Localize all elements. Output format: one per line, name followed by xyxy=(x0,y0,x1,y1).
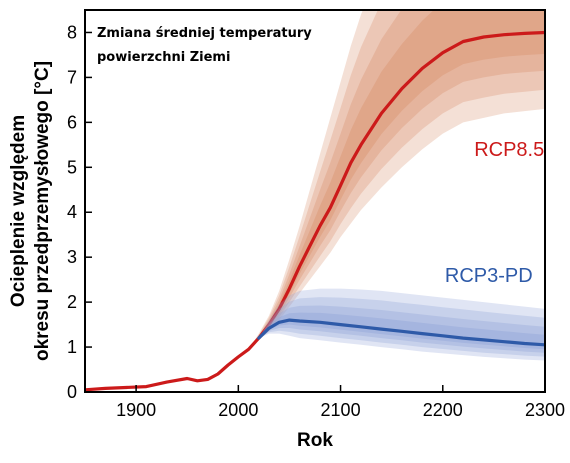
series-labels: RCP8.5 RCP3-PD xyxy=(445,139,544,287)
y-tick-label: 3 xyxy=(67,247,77,267)
y-axis-title: Ocieplenie względem okresu przedprzemysł… xyxy=(8,61,53,361)
x-tick-label: 2100 xyxy=(321,400,361,420)
y-tick-label: 5 xyxy=(67,157,77,177)
y-tick-label: 1 xyxy=(67,337,77,357)
x-tick-label: 2000 xyxy=(218,400,258,420)
rcp3-pd-line xyxy=(257,318,545,347)
x-tick-label: 2300 xyxy=(525,400,565,420)
rcp3-pd-uncertainty-band xyxy=(258,288,545,361)
series-label-rcp8-5: RCP8.5 xyxy=(474,139,544,161)
rcp3-pd-uncertainty-band xyxy=(258,305,545,353)
series-label-rcp3-pd: RCP3-PD xyxy=(445,265,533,287)
y-axis-title-line-1: Ocieplenie względem xyxy=(8,115,29,307)
rcp8-5-uncertainty-band xyxy=(85,10,545,390)
chart-title: Zmiana średniej temperatury powierzchni … xyxy=(97,26,312,65)
y-tick-label: 6 xyxy=(67,112,77,132)
chart-title-line-2: powierzchni Ziemi xyxy=(97,50,230,65)
axes: 1900 2000 2100 2200 2300 0 1 2 3 4 5 6 7 8 xyxy=(67,22,565,420)
rcp8-5-line xyxy=(85,30,545,392)
x-tick-label: 1900 xyxy=(116,400,156,420)
rcp3-pd-uncertainty-band xyxy=(258,297,545,357)
rcp8-5-uncertainty-band xyxy=(85,10,545,390)
y-tick-label: 7 xyxy=(67,67,77,87)
rcp8-5-uncertainty-band xyxy=(85,10,545,390)
plot-frame xyxy=(84,9,546,393)
rcp8-5-uncertainty-band xyxy=(85,10,545,390)
chart-title-line-1: Zmiana średniej temperatury xyxy=(97,26,312,41)
plot-area xyxy=(85,10,545,392)
y-axis-title-line-2: okresu przedprzemysłowego [°C] xyxy=(32,61,53,361)
y-tick-label: 4 xyxy=(67,202,77,222)
x-tick-label: 2200 xyxy=(423,400,463,420)
y-tick-label: 2 xyxy=(67,292,77,312)
y-tick-label: 0 xyxy=(67,382,77,402)
x-axis-title: Rok xyxy=(297,430,333,451)
y-tick-label: 8 xyxy=(67,22,77,42)
